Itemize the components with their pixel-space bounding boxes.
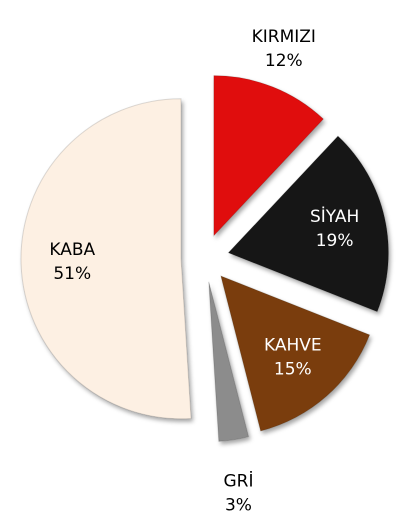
slice-label: KAHVE (264, 336, 322, 356)
slice-value-label: 51% (53, 264, 91, 284)
pie-slice (213, 75, 325, 237)
slice-value-label: 15% (274, 360, 312, 380)
slice-value-label: 3% (225, 495, 252, 515)
pie-slice (220, 275, 371, 432)
slice-label: GRİ (223, 470, 253, 491)
slice-label: SİYAH (310, 206, 359, 227)
pie-slice (208, 281, 250, 442)
slice-label: KIRMIZI (252, 27, 316, 47)
pie-slice (227, 135, 389, 313)
slice-value-label: 12% (265, 51, 303, 71)
slice-label: KABA (49, 240, 95, 260)
pie-slice (20, 98, 192, 420)
slice-value-label: 19% (316, 231, 354, 251)
